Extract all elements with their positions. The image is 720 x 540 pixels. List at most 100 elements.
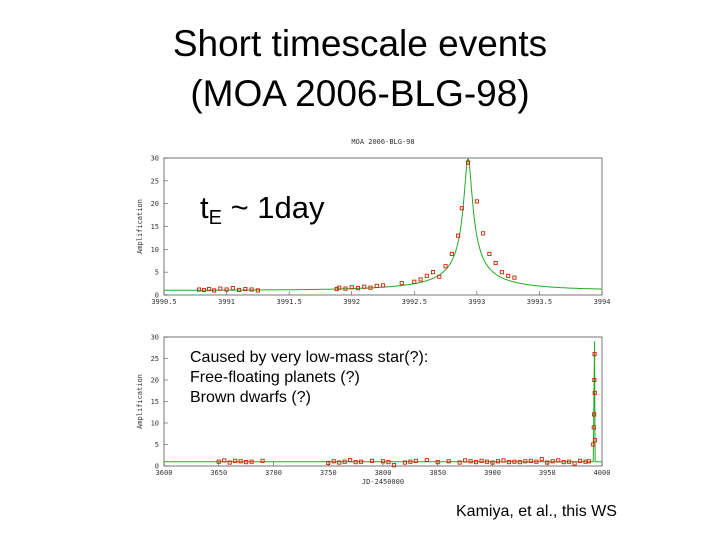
- data-point: [479, 458, 484, 463]
- y-axis-label: Amplification: [136, 374, 144, 429]
- data-point: [466, 160, 471, 165]
- data-point: [539, 457, 544, 462]
- data-point: [370, 458, 375, 463]
- data-point: [212, 288, 217, 293]
- data-point: [437, 274, 442, 279]
- cause-line: Free-floating planets (?): [190, 369, 360, 386]
- plot-title: MOA 2006-BLG-98: [351, 138, 414, 146]
- data-point: [412, 279, 417, 284]
- data-point: [402, 460, 407, 465]
- te-suffix: ~ 1day: [221, 190, 325, 225]
- te-subscript: E: [208, 207, 222, 229]
- data-point: [534, 459, 539, 464]
- data-point: [260, 458, 265, 463]
- x-tick-label: 3991: [218, 298, 235, 306]
- data-point: [523, 459, 528, 464]
- credit-text: Kamiya, et al., this WS: [456, 503, 617, 520]
- data-point: [528, 458, 533, 463]
- data-point: [201, 287, 207, 293]
- y-tick-label: 30: [151, 334, 159, 342]
- data-point: [353, 460, 358, 465]
- x-tick-label: 3700: [265, 469, 282, 477]
- data-point: [457, 460, 462, 465]
- x-axis-label: JD-2450000: [362, 478, 404, 486]
- data-point: [337, 460, 342, 465]
- data-point: [230, 286, 235, 291]
- x-tick-label: 3990.5: [151, 298, 176, 306]
- x-tick-label: 4000: [594, 469, 611, 477]
- x-tick-label: 3600: [156, 469, 173, 477]
- data-point: [222, 458, 227, 463]
- data-point: [238, 459, 243, 464]
- x-tick-label: 3750: [320, 469, 337, 477]
- data-point: [207, 287, 212, 292]
- data-point: [512, 459, 517, 464]
- data-point: [435, 460, 440, 465]
- slide-title-line2: (MOA 2006-BLG-98): [190, 73, 530, 114]
- y-tick-label: 25: [151, 355, 159, 363]
- data-point: [227, 460, 232, 465]
- data-point: [495, 459, 501, 464]
- timescale-annotation: tE ~ 1day: [200, 188, 325, 238]
- data-point: [326, 460, 331, 466]
- data-point: [592, 390, 597, 395]
- data-point: [249, 287, 254, 292]
- data-point: [244, 460, 249, 465]
- data-point: [224, 287, 229, 292]
- data-point: [591, 442, 596, 447]
- light-curve-season-plot: 0 5 10 15 20 25 30 3600 3650 3700 3750 3800 3850 3900…: [136, 334, 610, 487]
- data-point: [343, 286, 348, 291]
- data-point: [249, 459, 254, 464]
- data-point: [592, 352, 597, 357]
- x-tick-label: 3991.5: [276, 298, 301, 306]
- data-point: [443, 264, 448, 269]
- x-tick-label: 3992: [343, 298, 360, 306]
- data-point: [362, 284, 367, 289]
- data-point: [501, 458, 506, 463]
- data-point: [446, 459, 451, 464]
- data-point: [386, 460, 391, 465]
- data-point: [331, 459, 336, 464]
- data-point: [237, 287, 242, 293]
- y-tick-label: 5: [155, 441, 159, 449]
- data-point: [359, 459, 364, 464]
- data-point: [374, 283, 379, 288]
- data-point: [459, 206, 464, 211]
- data-point: [474, 199, 479, 204]
- data-point: [591, 425, 596, 430]
- data-point: [468, 459, 473, 464]
- data-point: [487, 251, 492, 256]
- data-point: [550, 459, 555, 464]
- x-tick-label: 3994: [594, 298, 611, 306]
- data-point: [431, 270, 436, 275]
- data-point: [578, 458, 583, 463]
- data-point: [218, 286, 223, 291]
- x-tick-label: 3850: [429, 469, 446, 477]
- y-tick-label: 30: [151, 155, 159, 163]
- data-point: [592, 377, 597, 383]
- data-point: [255, 288, 260, 293]
- data-point: [517, 460, 522, 465]
- data-point: [499, 270, 504, 275]
- data-point: [399, 281, 404, 286]
- y-tick-label: 15: [151, 223, 159, 231]
- x-tick-label: 3993: [468, 298, 485, 306]
- data-point: [474, 460, 479, 465]
- data-point: [484, 459, 490, 464]
- data-point: [368, 285, 373, 290]
- data-point: [506, 460, 511, 465]
- x-tick-label: 3992.5: [402, 298, 427, 306]
- data-point: [592, 438, 598, 443]
- data-point: [512, 275, 517, 280]
- data-point: [545, 460, 550, 465]
- data-point: [243, 287, 248, 292]
- data-point: [456, 233, 461, 238]
- data-point: [561, 460, 566, 465]
- y-tick-label: 25: [151, 177, 159, 185]
- y-tick-label: 0: [155, 463, 159, 471]
- data-point: [424, 457, 429, 463]
- light-curve-zoom-plot: 0 5 10 15 20 25 30 3990.5 3991 3991.5 3992 3992.5 39…: [136, 138, 610, 306]
- data-point: [506, 273, 511, 278]
- data-point: [463, 458, 468, 463]
